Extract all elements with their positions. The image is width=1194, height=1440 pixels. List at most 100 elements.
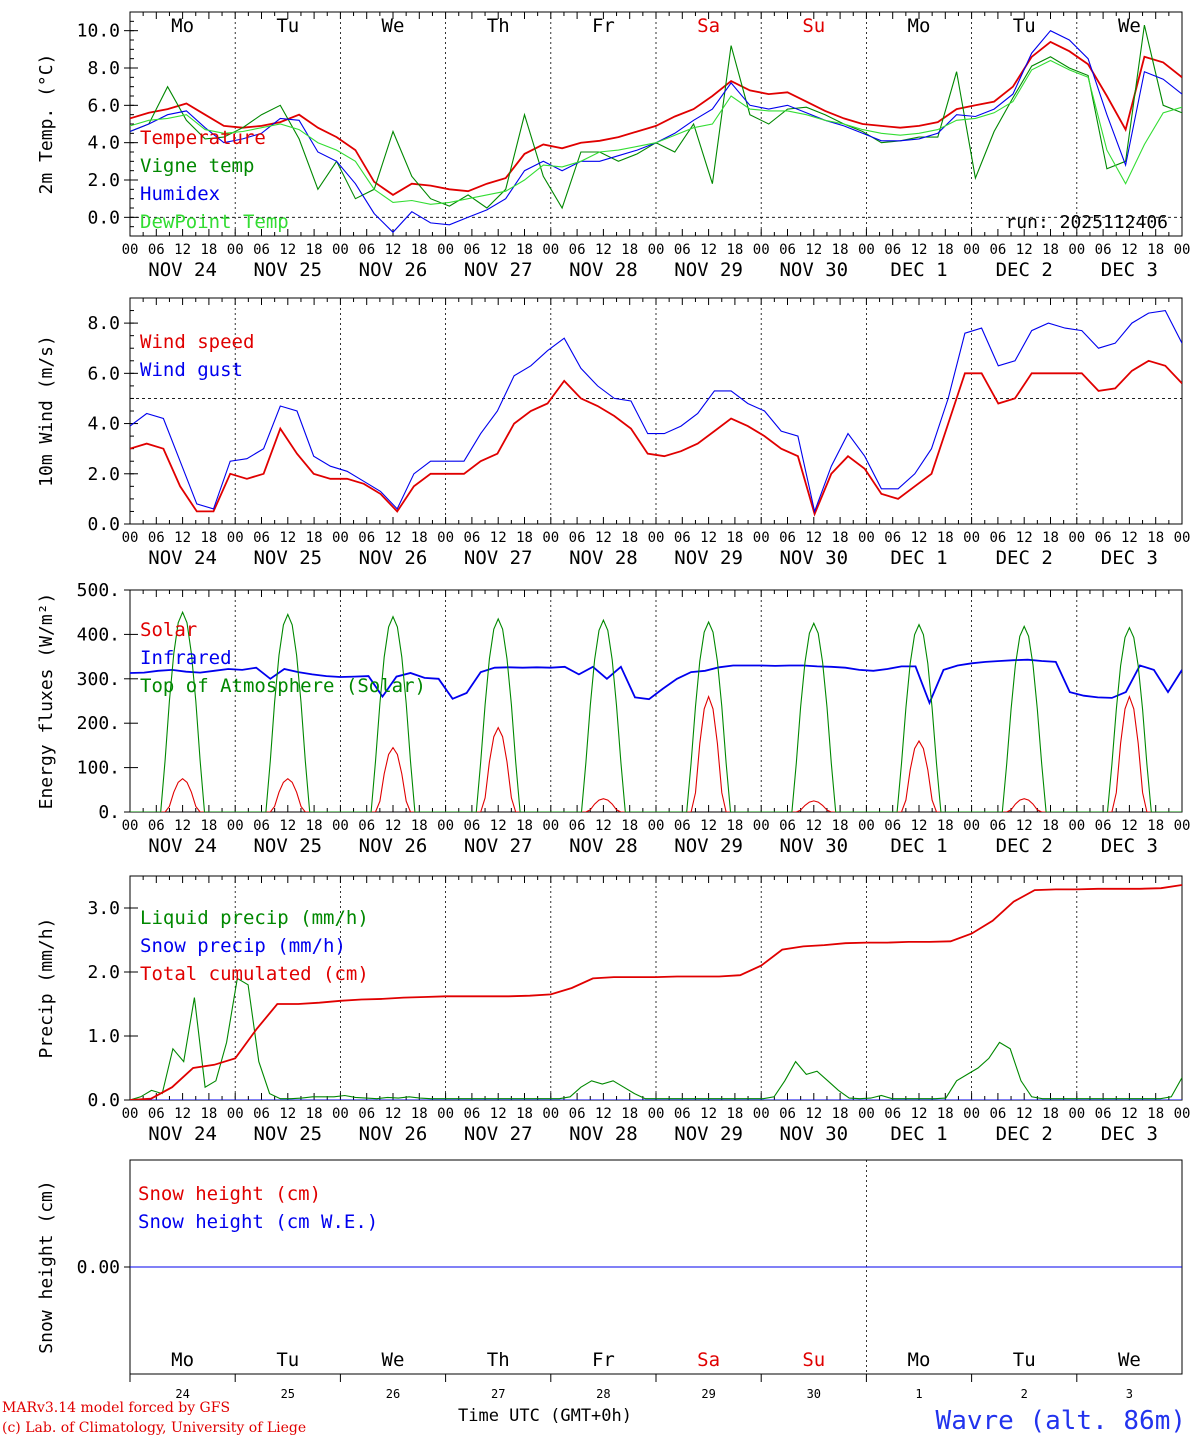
date-label: NOV 26 — [359, 259, 428, 281]
hour-tick-label: 18 — [1042, 242, 1059, 258]
hour-tick-label: 18 — [1147, 1106, 1164, 1122]
date-label: NOV 26 — [359, 1123, 428, 1145]
legend-entry: Snow precip (mm/h) — [140, 935, 346, 957]
y-tick-label: 500. — [77, 580, 120, 601]
hour-tick-label: 12 — [279, 1106, 296, 1122]
hour-tick-label: 18 — [516, 242, 533, 258]
day-name-label: Tu — [1013, 15, 1036, 37]
series-group — [130, 24, 1182, 234]
hour-tick-label: 00 — [227, 1106, 244, 1122]
legend-entry: Snow height (cm W.E.) — [138, 1211, 378, 1233]
hour-tick-label: 00 — [1068, 818, 1085, 834]
y-tick-label: 4.0 — [87, 133, 120, 154]
legend-entry: Snow height (cm) — [138, 1183, 321, 1205]
hour-tick-label: 00 — [1068, 1106, 1085, 1122]
hour-tick-label: 12 — [911, 818, 928, 834]
y-tick-label: 100. — [77, 758, 120, 779]
hour-tick-label: 06 — [463, 1106, 480, 1122]
hour-tick-label: 00 — [858, 530, 875, 546]
date-label: NOV 30 — [779, 547, 848, 569]
series-line-solar — [130, 694, 1182, 812]
day-number-label: 26 — [386, 1387, 400, 1401]
date-label: DEC 1 — [890, 835, 947, 857]
day-number-label: 1 — [915, 1387, 922, 1401]
day-name-label: Sa — [697, 1349, 720, 1371]
hour-tick-label: 18 — [937, 530, 954, 546]
date-label: DEC 2 — [996, 259, 1053, 281]
hour-tick-label: 00 — [122, 818, 139, 834]
hour-tick-label: 06 — [358, 818, 375, 834]
hour-tick-label: 12 — [279, 818, 296, 834]
hour-tick-label: 00 — [1174, 818, 1191, 834]
date-label: NOV 26 — [359, 835, 428, 857]
hour-tick-label: 12 — [805, 818, 822, 834]
hour-tick-label: 06 — [1095, 242, 1112, 258]
y-tick-label: 0. — [98, 802, 120, 823]
date-label: NOV 27 — [464, 835, 533, 857]
hour-tick-label: 06 — [148, 818, 165, 834]
day-number-label: 2 — [1021, 1387, 1028, 1401]
date-label: NOV 25 — [253, 547, 322, 569]
hour-tick-label: 12 — [1016, 242, 1033, 258]
day-name-label: We — [1118, 15, 1141, 37]
hour-tick-label: 12 — [279, 242, 296, 258]
hour-tick-label: 18 — [832, 1106, 849, 1122]
hour-tick-label: 18 — [411, 530, 428, 546]
legend-entry: Infrared — [140, 647, 232, 669]
y-tick-label: 6.0 — [87, 95, 120, 116]
hour-tick-label: 06 — [463, 242, 480, 258]
lab-credit: (c) Lab. of Climatology, University of L… — [2, 1420, 307, 1436]
day-name-label: Mo — [908, 15, 931, 37]
hour-tick-label: 06 — [884, 818, 901, 834]
hour-tick-label: 06 — [148, 242, 165, 258]
hour-tick-label: 00 — [1068, 530, 1085, 546]
y-tick-label: 300. — [77, 669, 120, 690]
date-label: NOV 28 — [569, 835, 638, 857]
y-tick-label: 400. — [77, 624, 120, 645]
date-label: NOV 24 — [148, 259, 217, 281]
day-name-label: Tu — [276, 1349, 299, 1371]
date-label: DEC 2 — [996, 547, 1053, 569]
legend-entry: Top of Atmosphere (Solar) — [140, 675, 426, 697]
hour-tick-label: 00 — [648, 242, 665, 258]
day-number-label: 28 — [596, 1387, 610, 1401]
hour-tick-label: 18 — [306, 1106, 323, 1122]
hour-tick-label: 12 — [595, 242, 612, 258]
hour-tick-label: 00 — [648, 1106, 665, 1122]
hour-tick-label: 18 — [1042, 818, 1059, 834]
date-label: NOV 29 — [674, 1123, 743, 1145]
time-axis-label: Time UTC (GMT+0h) — [458, 1406, 632, 1426]
site-title: Wavre (alt. 86m) — [935, 1406, 1186, 1436]
hour-tick-label: 00 — [437, 242, 454, 258]
day-number-label: 29 — [701, 1387, 715, 1401]
hour-tick-label: 00 — [122, 242, 139, 258]
date-label: NOV 29 — [674, 835, 743, 857]
hour-tick-label: 00 — [122, 1106, 139, 1122]
day-name-label: We — [382, 1349, 405, 1371]
date-label: NOV 28 — [569, 259, 638, 281]
hour-tick-label: 00 — [1174, 242, 1191, 258]
day-name-label: We — [1118, 1349, 1141, 1371]
hour-tick-label: 12 — [174, 242, 191, 258]
day-name-label: Fr — [592, 1349, 615, 1371]
y-axis-label: 10m Wind (m/s) — [36, 335, 57, 487]
legend-entry: Temperature — [140, 127, 266, 149]
y-axis-label: Precip (mm/h) — [36, 918, 57, 1059]
hour-tick-label: 12 — [1016, 1106, 1033, 1122]
y-tick-label: 200. — [77, 713, 120, 734]
hour-tick-label: 06 — [569, 242, 586, 258]
y-axis-label: 2m Temp. (°C) — [36, 54, 57, 195]
hour-tick-label: 00 — [542, 242, 559, 258]
hour-tick-label: 18 — [1042, 530, 1059, 546]
day-name-label: Mo — [171, 1349, 194, 1371]
hour-tick-label: 00 — [227, 818, 244, 834]
hour-tick-label: 12 — [490, 242, 507, 258]
hour-tick-label: 12 — [1121, 818, 1138, 834]
day-name-label: Su — [802, 1349, 825, 1371]
hour-tick-label: 18 — [200, 818, 217, 834]
hour-tick-label: 18 — [832, 242, 849, 258]
y-tick-label: 2.0 — [87, 170, 120, 191]
hour-tick-label: 12 — [490, 818, 507, 834]
hour-tick-label: 06 — [253, 818, 270, 834]
hour-tick-label: 12 — [490, 530, 507, 546]
